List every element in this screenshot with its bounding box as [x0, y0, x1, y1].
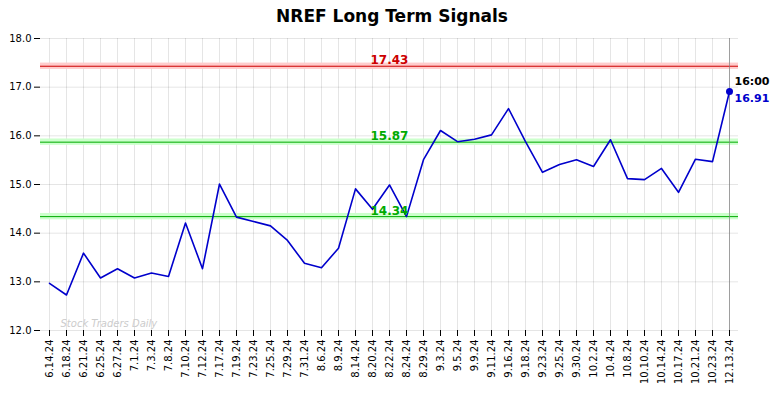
svg-text:9.11.24: 9.11.24 — [486, 340, 497, 378]
svg-text:14.34: 14.34 — [371, 204, 409, 218]
svg-text:9.23.24: 9.23.24 — [537, 340, 548, 378]
svg-text:7.29.24: 7.29.24 — [282, 340, 293, 378]
svg-text:10.17.24: 10.17.24 — [673, 340, 684, 385]
svg-text:7.1.24: 7.1.24 — [129, 340, 140, 372]
svg-text:9.25.24: 9.25.24 — [554, 340, 565, 378]
svg-text:13.0: 13.0 — [9, 276, 31, 287]
svg-text:8.6.24: 8.6.24 — [316, 340, 327, 372]
svg-text:8.24.24: 8.24.24 — [401, 340, 412, 378]
svg-text:Stock Traders Daily: Stock Traders Daily — [61, 318, 159, 329]
svg-text:10.10.24: 10.10.24 — [639, 340, 650, 385]
svg-text:7.25.24: 7.25.24 — [265, 340, 276, 378]
svg-text:17.43: 17.43 — [371, 53, 409, 67]
svg-text:8.14.24: 8.14.24 — [350, 340, 361, 378]
svg-text:8.29.24: 8.29.24 — [418, 340, 429, 378]
svg-text:18.0: 18.0 — [9, 33, 31, 44]
svg-text:7.31.24: 7.31.24 — [299, 340, 310, 378]
svg-text:6.14.24: 6.14.24 — [44, 340, 55, 378]
svg-text:7.23.24: 7.23.24 — [248, 340, 259, 378]
svg-text:7.3.24: 7.3.24 — [146, 340, 157, 372]
svg-text:10.21.24: 10.21.24 — [690, 340, 701, 385]
svg-text:8.22.24: 8.22.24 — [384, 340, 395, 378]
svg-text:10.23.24: 10.23.24 — [707, 340, 718, 385]
svg-text:10.8.24: 10.8.24 — [622, 340, 633, 378]
svg-text:6.21.24: 6.21.24 — [78, 340, 89, 378]
svg-text:16.91: 16.91 — [735, 92, 770, 105]
svg-text:15.0: 15.0 — [9, 179, 31, 190]
svg-text:12.13.24: 12.13.24 — [724, 340, 735, 385]
svg-text:7.19.24: 7.19.24 — [231, 340, 242, 378]
svg-text:6.27.24: 6.27.24 — [112, 340, 123, 378]
svg-text:17.0: 17.0 — [9, 81, 31, 92]
svg-text:9.30.24: 9.30.24 — [571, 340, 582, 378]
svg-text:6.25.24: 6.25.24 — [95, 340, 106, 378]
svg-text:9.3.24: 9.3.24 — [435, 340, 446, 372]
html-text:NREF Long Term Signals: NREF Long Term Signals — [276, 6, 508, 26]
svg-text:16:00: 16:00 — [735, 75, 770, 88]
svg-text:10.14.24: 10.14.24 — [656, 340, 667, 385]
svg-text:16.0: 16.0 — [9, 130, 31, 141]
svg-text:8.20.24: 8.20.24 — [367, 340, 378, 378]
svg-text:7.8.24: 7.8.24 — [163, 340, 174, 372]
svg-text:7.12.24: 7.12.24 — [197, 340, 208, 378]
svg-text:9.16.24: 9.16.24 — [503, 340, 514, 378]
svg-text:10.2.24: 10.2.24 — [588, 340, 599, 378]
svg-text:14.0: 14.0 — [9, 227, 31, 238]
svg-text:9.18.24: 9.18.24 — [520, 340, 531, 378]
svg-text:10.4.24: 10.4.24 — [605, 340, 616, 378]
svg-text:7.17.24: 7.17.24 — [214, 340, 225, 378]
svg-text:15.87: 15.87 — [371, 129, 409, 143]
svg-text:9.9.24: 9.9.24 — [469, 340, 480, 372]
svg-text:8.9.24: 8.9.24 — [333, 340, 344, 372]
svg-text:9.5.24: 9.5.24 — [452, 340, 463, 372]
svg-text:6.18.24: 6.18.24 — [61, 340, 72, 378]
svg-text:12.0: 12.0 — [9, 325, 31, 336]
svg-text:7.10.24: 7.10.24 — [180, 340, 191, 378]
